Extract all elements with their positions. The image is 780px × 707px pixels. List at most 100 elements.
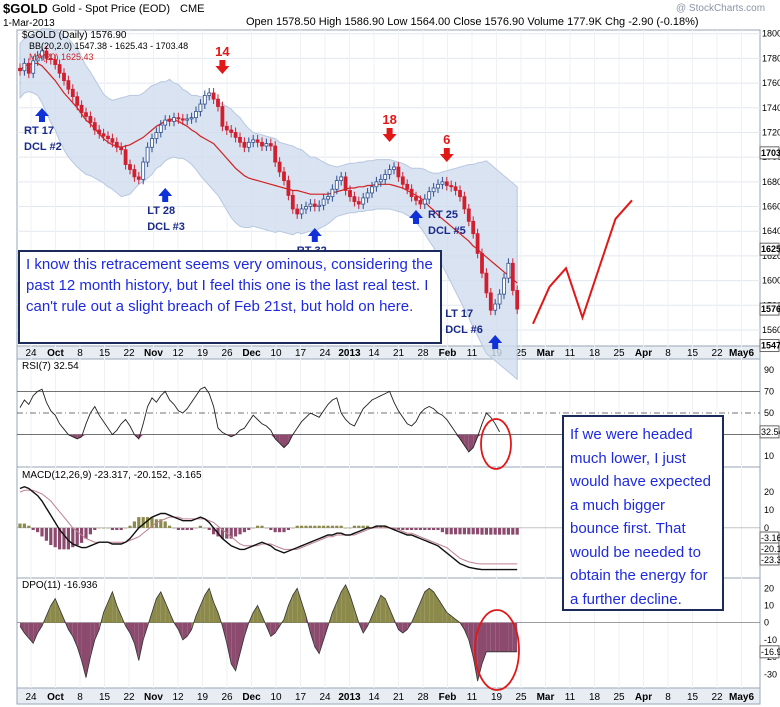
candle-body [418, 199, 423, 205]
dpo-area-segment [213, 602, 218, 623]
rsi-oversold-fill [81, 434, 86, 437]
candle-body [396, 166, 401, 178]
date-tick-label-bottom: 14 [368, 692, 380, 703]
candle-body [172, 117, 176, 122]
candle-body [286, 180, 291, 196]
macd-histogram-bar [185, 527, 189, 531]
macd-histogram-bar [75, 527, 79, 546]
macd-histogram-bar [432, 527, 436, 531]
date-tick-label-bottom: Nov [144, 692, 163, 703]
macd-histogram-bar [269, 527, 273, 531]
candle-body [31, 60, 36, 74]
date-tick-label-top: Apr [635, 348, 652, 359]
candle-body [299, 208, 304, 215]
dpo-area-segment [464, 622, 469, 640]
candle-body [238, 136, 242, 143]
date-tick-label-top: 10 [270, 348, 282, 359]
macd-histogram-bar [330, 525, 334, 528]
date-tick-label-top: 24 [319, 348, 331, 359]
date-tick-label-bottom: 24 [319, 692, 331, 703]
macd-histogram-bar [22, 523, 26, 528]
date-tick-label-bottom: Oct [47, 692, 64, 703]
macd-histogram-bar [506, 527, 510, 535]
dpo-area-segment [424, 588, 430, 623]
dpo-area-segment [363, 622, 368, 633]
candle-body [308, 203, 313, 207]
price-tag-label: 1703.48 [761, 148, 780, 158]
macd-histogram-bar [440, 527, 444, 533]
dpo-area-segment [77, 622, 82, 661]
macd-histogram-bar [102, 527, 106, 529]
candle-body [185, 118, 190, 121]
rsi-tag-label: 32.54 [761, 427, 780, 437]
date-tick-label-bottom: 11 [565, 692, 576, 703]
price-tick-label: 1620 [762, 251, 780, 261]
candle-body [436, 183, 440, 189]
macd-histogram-bar [44, 527, 48, 541]
macd-histogram-bar [119, 527, 123, 531]
dpo-area-segment [288, 595, 293, 623]
date-tick-label-top: Oct [47, 348, 64, 359]
candle-body [273, 145, 278, 163]
instrument-description: Gold - Spot Price (EOD) [52, 3, 170, 15]
dpo-area-segment [240, 622, 245, 654]
date-tick-label-top: Dec [242, 348, 261, 359]
candle-body [35, 55, 40, 62]
macd-histogram-bar [352, 525, 356, 528]
cycle-low-label: DCL #6 [445, 324, 483, 336]
macd-histogram-bar [150, 517, 154, 528]
macd-histogram-bar [168, 525, 172, 528]
dpo-area-segment [112, 591, 117, 623]
dpo-area-segment [46, 605, 51, 623]
candle-body [260, 141, 264, 147]
dpo-area-segment [490, 622, 496, 652]
price-tick-label: 1740 [762, 103, 780, 113]
candle-body [211, 92, 216, 100]
macd-histogram-bar [317, 525, 321, 528]
date-tick-label-top: 11 [565, 348, 576, 359]
dpo-area-segment [345, 584, 350, 623]
rsi-line [19, 386, 500, 453]
rsi-oversold-fill [279, 434, 284, 448]
date-tick-label-bottom: 19 [197, 692, 209, 703]
rsi-highlight-circle [480, 418, 512, 470]
price-tag-box [759, 146, 780, 160]
dpo-area-segment [138, 622, 144, 661]
dpo-area-segment [433, 591, 438, 623]
candle-body [515, 290, 520, 310]
candle-body [330, 188, 335, 198]
macd-histogram-bar [71, 527, 75, 548]
candle-body [53, 59, 58, 65]
candle-body [110, 138, 115, 143]
candle-body [198, 103, 203, 112]
candle-body [370, 186, 374, 194]
macd-histogram-bar [410, 527, 414, 531]
bollinger-band-area [19, 28, 518, 381]
date-tick-label-top: 28 [417, 348, 429, 359]
dpo-area-segment [108, 591, 113, 623]
candle-body [383, 174, 388, 180]
cycle-low-arrow [409, 210, 423, 224]
date-tick-label-bottom: 8 [77, 692, 83, 703]
dpo-tag-label: -16.936 [761, 647, 780, 657]
main-commentary-note: I know this retracement seems very omino… [18, 250, 442, 344]
candle-body [128, 164, 132, 170]
candle-body [176, 117, 181, 120]
dpo-area-segment [297, 588, 302, 623]
price-tag-label: 1625.43 [761, 244, 780, 254]
cycle-top-label: 6 [443, 132, 450, 147]
candle-body [488, 292, 493, 311]
dpo-tick-label: -30 [764, 669, 777, 679]
exchange-label: CME [180, 3, 205, 15]
macd-tag-label: -20.152 [761, 544, 780, 554]
candle-body [304, 206, 308, 210]
price-tick-label: 1660 [762, 202, 780, 212]
candle-body [400, 176, 405, 185]
dpo-area-segment [332, 602, 337, 623]
dpo-area-segment [482, 622, 487, 664]
date-tick-label-top: 8 [77, 348, 83, 359]
candle-body [427, 191, 432, 200]
macd-histogram-bar [141, 517, 145, 528]
candle-body [251, 139, 256, 143]
